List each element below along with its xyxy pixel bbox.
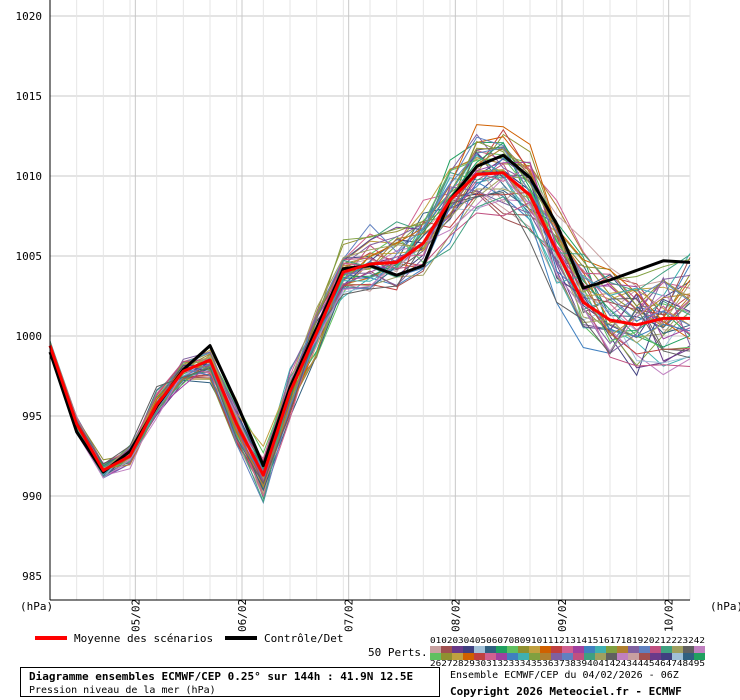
legend-control-swatch	[225, 636, 257, 640]
pert-key-swatch	[463, 653, 474, 660]
y-tick-label: 1015	[16, 90, 43, 103]
pert-key-swatch	[441, 646, 452, 653]
perturbation-line	[49, 196, 691, 504]
mean-series-line	[48, 171, 690, 477]
pert-key-swatch	[463, 646, 474, 653]
axes	[49, 0, 690, 601]
pert-key-swatch	[485, 653, 496, 660]
y-axis-unit-right: (hPa)	[710, 600, 740, 613]
pert-key-swatch	[518, 653, 529, 660]
perturbation-line	[49, 124, 691, 482]
pert-key-swatch	[683, 653, 694, 660]
y-tick-label: 1020	[16, 10, 43, 23]
pert-key-swatch	[562, 653, 573, 660]
perturbation-line	[49, 177, 691, 479]
pert-key-swatch	[661, 653, 672, 660]
pert-key-swatch	[595, 653, 606, 660]
y-tick-label: 1005	[16, 250, 43, 263]
y-tick-label: 985	[22, 570, 42, 583]
perturbation-line	[49, 142, 691, 470]
perturbation-line	[49, 201, 691, 472]
pert-key-swatch	[628, 646, 639, 653]
pert-key-swatch	[617, 646, 628, 653]
pert-key-swatch	[573, 646, 584, 653]
ensemble-chart: 985 990 995 1000 1005 1010 1015 1020 05/02 06/02 0…	[16, 0, 740, 668]
pert-key-swatch	[683, 646, 694, 653]
x-tick-label: 10/02	[663, 599, 676, 632]
pert-key-swatch	[551, 646, 562, 653]
y-tick-label: 990	[22, 490, 42, 503]
legend-mean-swatch	[35, 636, 67, 640]
perturbation-line	[49, 154, 691, 476]
pert-key-swatch	[507, 646, 518, 653]
x-tick-label: 09/02	[556, 599, 569, 632]
x-tick-label: 05/02	[129, 599, 142, 632]
pert-key-swatch	[562, 646, 573, 653]
pert-key-swatch	[474, 646, 485, 653]
pert-key-swatch	[639, 653, 650, 660]
pert-key-swatch	[518, 646, 529, 653]
x-tick-label: 06/02	[236, 599, 249, 632]
pert-key-swatch	[540, 646, 551, 653]
perturbation-line	[49, 169, 691, 472]
pert-key-swatch	[573, 653, 584, 660]
pert-key-swatch	[639, 646, 650, 653]
chart-title: Diagramme ensembles ECMWF/CEP 0.25° sur …	[29, 670, 414, 683]
y-tick-label: 1000	[16, 330, 43, 343]
pert-key-row2: 2627282930313233343536373839404142434445…	[430, 659, 705, 668]
x-tick-label: 07/02	[343, 599, 356, 632]
pert-key-swatch	[595, 646, 606, 653]
pert-key-swatch	[628, 653, 639, 660]
pert-key-swatch	[540, 653, 551, 660]
pert-key-swatch	[584, 646, 595, 653]
pert-key-swatch	[441, 653, 452, 660]
y-axis-unit-left: (hPa)	[20, 600, 53, 613]
legend-control-label: Contrôle/Det	[264, 632, 343, 645]
pert-key-swatch	[694, 653, 705, 660]
pert-key-swatch	[430, 646, 441, 653]
pert-key-swatch	[672, 646, 683, 653]
pert-key-swatch	[672, 653, 683, 660]
pert-key-swatch	[452, 653, 463, 660]
legend-perts-label: 50 Perts.	[368, 646, 428, 659]
pert-key-swatch	[529, 653, 540, 660]
pert-key-swatch	[496, 653, 507, 660]
pert-key-swatch	[606, 646, 617, 653]
pert-key-swatch	[694, 646, 705, 653]
y-tick-label: 995	[22, 410, 42, 423]
pert-key-swatch	[650, 653, 661, 660]
pert-key-swatch	[661, 646, 672, 653]
pert-key-swatch	[507, 653, 518, 660]
run-label: Ensemble ECMWF/CEP du 04/02/2026 - 06Z	[450, 670, 679, 681]
pert-key-row1: 0102030405060708091011121314151617181920…	[430, 636, 705, 645]
info-box: Diagramme ensembles ECMWF/CEP 0.25° sur …	[20, 667, 440, 697]
pert-key-swatch	[584, 653, 595, 660]
pert-key-swatch	[617, 653, 628, 660]
perturbation-line	[49, 161, 691, 482]
main-lines	[48, 153, 691, 477]
pert-key-swatch	[529, 646, 540, 653]
pert-key-swatch	[452, 646, 463, 653]
perturbation-key	[430, 646, 705, 660]
pert-key-swatch	[650, 646, 661, 653]
chart-subtitle: Pression niveau de la mer (hPa)	[29, 685, 216, 696]
x-tick-label: 08/02	[449, 599, 462, 632]
pert-key-swatch	[606, 653, 617, 660]
perturbation-line	[49, 149, 691, 465]
copyright: Copyright 2026 Meteociel.fr - ECMWF	[450, 685, 682, 698]
tick-labels: 985 990 995 1000 1005 1010 1015 1020 05/02 06/02 0…	[16, 10, 676, 632]
pert-key-swatch	[551, 653, 562, 660]
legend-mean-label: Moyenne des scénarios	[74, 632, 213, 645]
pert-key-swatch	[474, 653, 485, 660]
perturbation-line	[49, 192, 691, 485]
y-tick-label: 1010	[16, 170, 43, 183]
pert-key-swatch	[496, 646, 507, 653]
pert-key-swatch	[485, 646, 496, 653]
pert-key-swatch	[430, 653, 441, 660]
